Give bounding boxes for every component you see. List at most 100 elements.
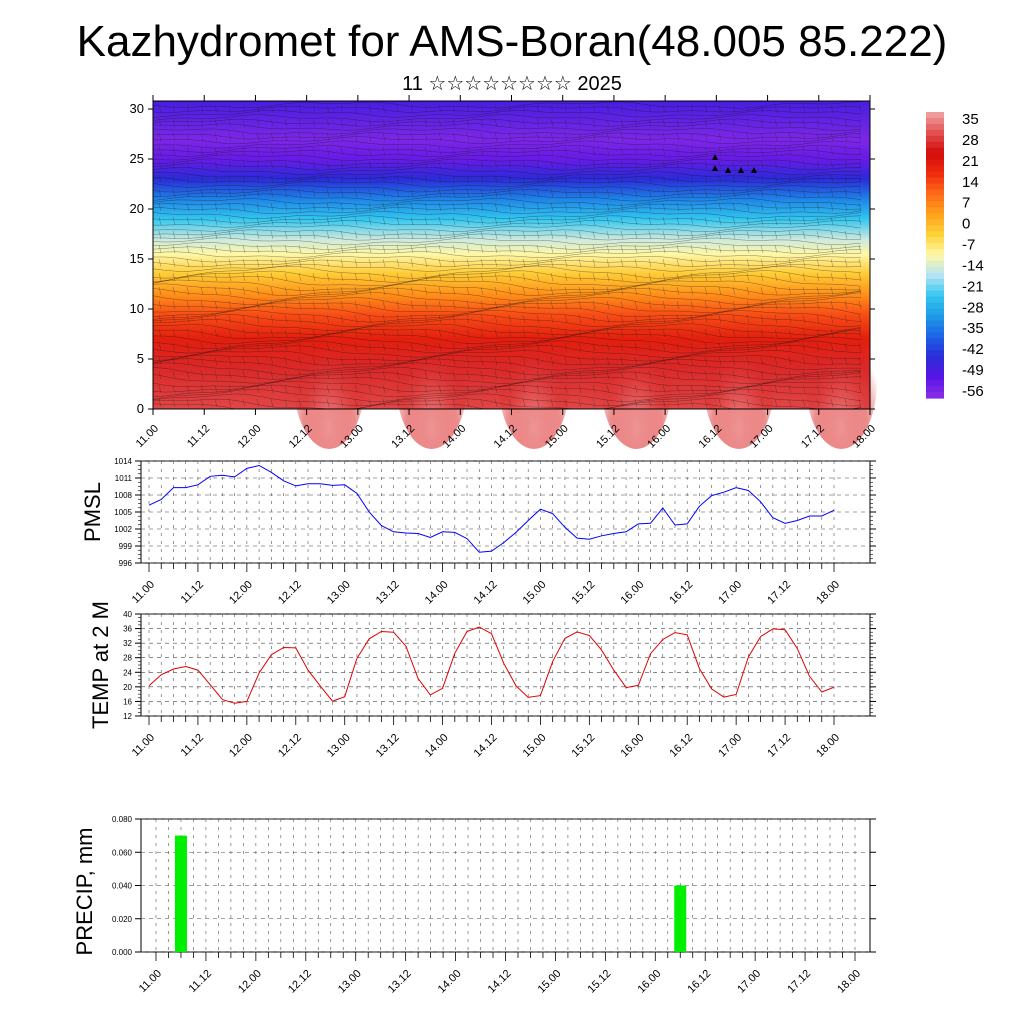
- wind-barb: [480, 370, 484, 380]
- colorbar-swatch: [926, 368, 944, 375]
- wind-barb: [298, 342, 302, 352]
- wind-barb: [284, 300, 288, 310]
- wind-barb: [270, 328, 274, 338]
- wind-barb: [494, 104, 498, 114]
- wind-barb: [816, 244, 820, 254]
- colorbar-swatch: [926, 296, 944, 304]
- colorbar-label: -21: [962, 278, 984, 295]
- streamline: [153, 265, 862, 279]
- wind-barb: [340, 342, 344, 352]
- wind-barb: [648, 244, 652, 254]
- wind-barb: [550, 300, 554, 310]
- streamline: [153, 251, 862, 259]
- wind-barb: [746, 342, 750, 352]
- colorbar-swatch: [926, 117, 944, 125]
- wind-barb: [788, 398, 792, 408]
- wind-barb: [550, 188, 554, 198]
- wind-barb: [648, 286, 652, 296]
- wind-barb: [298, 244, 302, 254]
- wind-barb: [592, 188, 596, 198]
- x-tick-label: 14.00: [436, 968, 464, 996]
- wind-barb: [396, 104, 400, 114]
- wind-barb: [354, 314, 358, 324]
- wind-barb: [480, 202, 484, 212]
- wind-barb: [802, 272, 806, 282]
- wind-barb: [732, 160, 736, 170]
- colorbar-label: -49: [962, 362, 984, 379]
- wind-barb: [242, 174, 246, 184]
- wind-barb: [592, 160, 596, 170]
- wind-barb: [256, 174, 260, 184]
- wind-barb: [172, 202, 176, 212]
- wind-barb: [592, 328, 596, 338]
- wind-barb: [186, 230, 190, 240]
- wind-barb: [844, 202, 848, 212]
- wind-barb: [340, 230, 344, 240]
- wind-barb: [718, 244, 722, 254]
- colorbar-swatch: [926, 225, 944, 232]
- wind-barb: [606, 384, 610, 394]
- streamline: [153, 176, 862, 184]
- colorbar-label: -42: [962, 341, 984, 358]
- wind-barb: [578, 230, 582, 240]
- wind-barb: [522, 398, 526, 408]
- wind-barb: [620, 328, 624, 338]
- wind-barb: [354, 104, 358, 114]
- wind-barb: [578, 132, 582, 142]
- y-tick-label: 999: [119, 542, 133, 551]
- wind-barb: [718, 342, 722, 352]
- wind-barb: [214, 398, 218, 408]
- wind-barb: [466, 216, 470, 226]
- wind-barb: [284, 314, 288, 324]
- wind-barb: [284, 160, 288, 170]
- wind-barb: [676, 314, 680, 324]
- wind-barb: [172, 314, 176, 324]
- wind-barb: [844, 314, 848, 324]
- wind-barb: [228, 160, 232, 170]
- wind-barb: [312, 258, 316, 268]
- wind-barb: [312, 370, 316, 380]
- wind-barb: [858, 286, 862, 296]
- wind-barb: [298, 104, 302, 114]
- wind-barb: [284, 244, 288, 254]
- y-tick-label: 28: [123, 654, 132, 663]
- wind-barb: [704, 356, 708, 366]
- wind-barb: [354, 146, 358, 156]
- wind-barb: [410, 328, 414, 338]
- wind-barb: [830, 272, 834, 282]
- wind-barb: [368, 258, 372, 268]
- wind-barb: [592, 258, 596, 268]
- wind-barb: [200, 118, 204, 128]
- wind-barb: [788, 202, 792, 212]
- y-tick-label: 996: [119, 559, 133, 568]
- wind-barb: [634, 356, 638, 366]
- wind-barb: [662, 216, 666, 226]
- wind-barb: [830, 370, 834, 380]
- wind-barb: [522, 258, 526, 268]
- wind-barb: [326, 230, 330, 240]
- wind-barb: [648, 174, 652, 184]
- wind-barb: [480, 272, 484, 282]
- wind-barb: [634, 230, 638, 240]
- wind-barb: [536, 370, 540, 380]
- wind-barb: [606, 244, 610, 254]
- y-tick-label: 30: [130, 101, 144, 116]
- wind-barb: [368, 384, 372, 394]
- wind-barb: [662, 328, 666, 338]
- wind-barb: [312, 314, 316, 324]
- wind-barb: [340, 328, 344, 338]
- wind-barb: [564, 258, 568, 268]
- wind-barb: [494, 370, 498, 380]
- wind-barb: [816, 132, 820, 142]
- wind-barb: [508, 272, 512, 282]
- wind-barb: [508, 202, 512, 212]
- wind-barb: [354, 370, 358, 380]
- wind-barb: [718, 398, 722, 408]
- pmsl-panel: 996 999 1002 1005 1008 1011 1014 11.00 11.12 12.0…: [80, 457, 876, 607]
- wind-barb: [508, 230, 512, 240]
- wind-barb: [522, 188, 526, 198]
- wind-barb: [186, 370, 190, 380]
- wind-barb: [802, 160, 806, 170]
- wind-barb: [424, 356, 428, 366]
- colorbar-swatch: [926, 165, 944, 173]
